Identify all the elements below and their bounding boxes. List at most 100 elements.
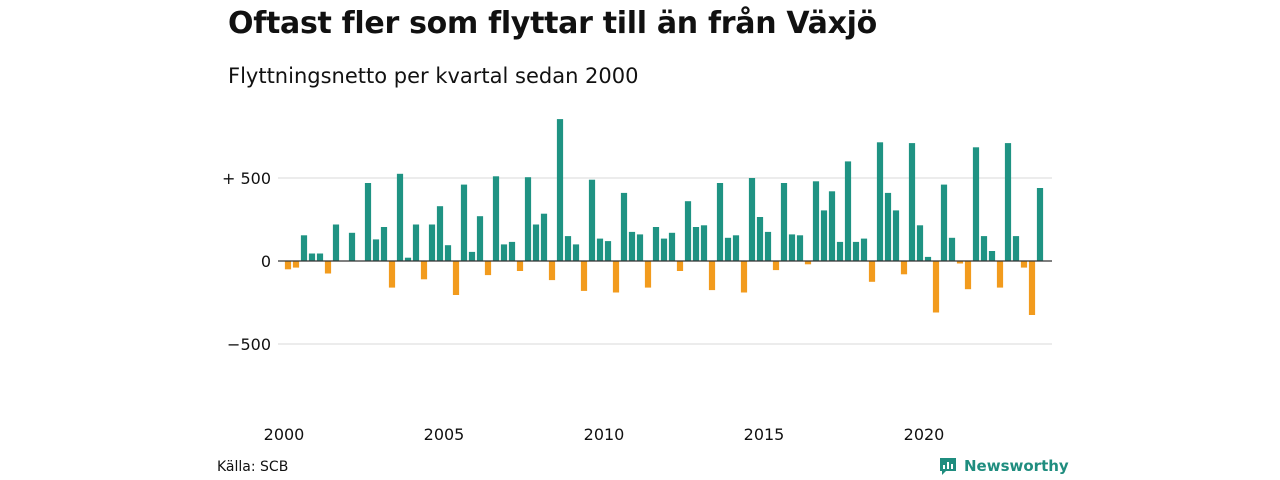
bar (1012, 236, 1020, 261)
bar (436, 206, 444, 261)
bar (844, 161, 852, 261)
bar (916, 225, 924, 261)
bar (948, 237, 956, 261)
bar (684, 201, 692, 261)
bar (508, 241, 516, 261)
bar (764, 231, 772, 261)
brand-name: Newsworthy (964, 457, 1069, 475)
x-tick-label: 2005 (424, 425, 465, 444)
bar (420, 261, 428, 280)
bar (324, 261, 332, 274)
bar (548, 261, 556, 281)
bar (956, 261, 964, 264)
bar (884, 192, 892, 261)
bar (932, 261, 940, 313)
bar (804, 261, 812, 265)
bar (676, 261, 684, 271)
bar (532, 224, 540, 261)
bar (716, 183, 724, 261)
bar (388, 261, 396, 288)
x-axis-labels: 2000 2005 2010 2015 2020 (264, 425, 945, 444)
bar (572, 244, 580, 261)
bar (476, 216, 484, 261)
bar (892, 210, 900, 261)
bar (796, 235, 804, 261)
bar (748, 178, 756, 261)
x-tick-label: 2010 (584, 425, 625, 444)
bar (300, 235, 308, 261)
bar (988, 251, 996, 261)
newsworthy-logo-icon (940, 458, 956, 475)
bar (452, 261, 460, 295)
bar (732, 235, 740, 261)
bar (404, 257, 412, 261)
gridlines (278, 177, 1052, 345)
bar (316, 253, 324, 261)
bar (964, 261, 972, 290)
bar (556, 119, 564, 261)
bar (524, 177, 532, 261)
bar (740, 261, 748, 293)
bar (1004, 143, 1012, 261)
bar (612, 261, 620, 293)
bar (772, 261, 780, 271)
bar (924, 256, 932, 262)
x-tick-label: 2015 (744, 425, 785, 444)
bar (484, 261, 492, 276)
bar (972, 147, 980, 261)
bar (860, 238, 868, 261)
y-axis-labels: + 500 0 −500 (222, 169, 271, 354)
bar (724, 237, 732, 261)
bar (604, 241, 612, 261)
bar (636, 234, 644, 261)
bar (516, 261, 524, 271)
bar (460, 184, 468, 261)
bar (332, 224, 340, 261)
chart-subtitle: Flyttningsnetto per kvartal sedan 2000 (228, 64, 639, 88)
bar (820, 210, 828, 261)
bar (364, 183, 372, 261)
bar (628, 231, 636, 261)
bar (292, 261, 300, 268)
bar (652, 227, 660, 261)
source-note: Källa: SCB (217, 459, 289, 475)
bar (756, 217, 764, 261)
bar (980, 236, 988, 261)
bar (852, 241, 860, 261)
bar (940, 184, 948, 261)
bar (644, 261, 652, 288)
bar (540, 213, 548, 261)
bar (412, 224, 420, 261)
brand-logo: Newsworthy (938, 456, 1069, 476)
bar (900, 261, 908, 275)
chart-title: Oftast fler som flyttar till än från Väx… (228, 6, 877, 41)
bar (308, 253, 316, 261)
bar (876, 142, 884, 261)
bar (284, 261, 292, 270)
bar (564, 236, 572, 261)
bar (836, 241, 844, 261)
bar (868, 261, 876, 282)
x-tick-label: 2020 (904, 425, 945, 444)
bar (780, 183, 788, 261)
bar (500, 244, 508, 261)
bar (908, 143, 916, 261)
bar (380, 227, 388, 261)
bar (828, 191, 836, 261)
y-tick-label: 0 (261, 252, 271, 271)
bar (700, 225, 708, 261)
bars (284, 119, 1044, 315)
bar (444, 245, 452, 261)
bar (1028, 261, 1036, 315)
y-tick-label: + 500 (222, 169, 271, 188)
bar (396, 173, 404, 261)
bar (428, 224, 436, 261)
bar (1020, 261, 1028, 268)
bar (372, 239, 380, 261)
bar (708, 261, 716, 291)
bar (588, 179, 596, 261)
bar (660, 238, 668, 261)
bar (348, 232, 356, 261)
x-tick-label: 2000 (264, 425, 305, 444)
